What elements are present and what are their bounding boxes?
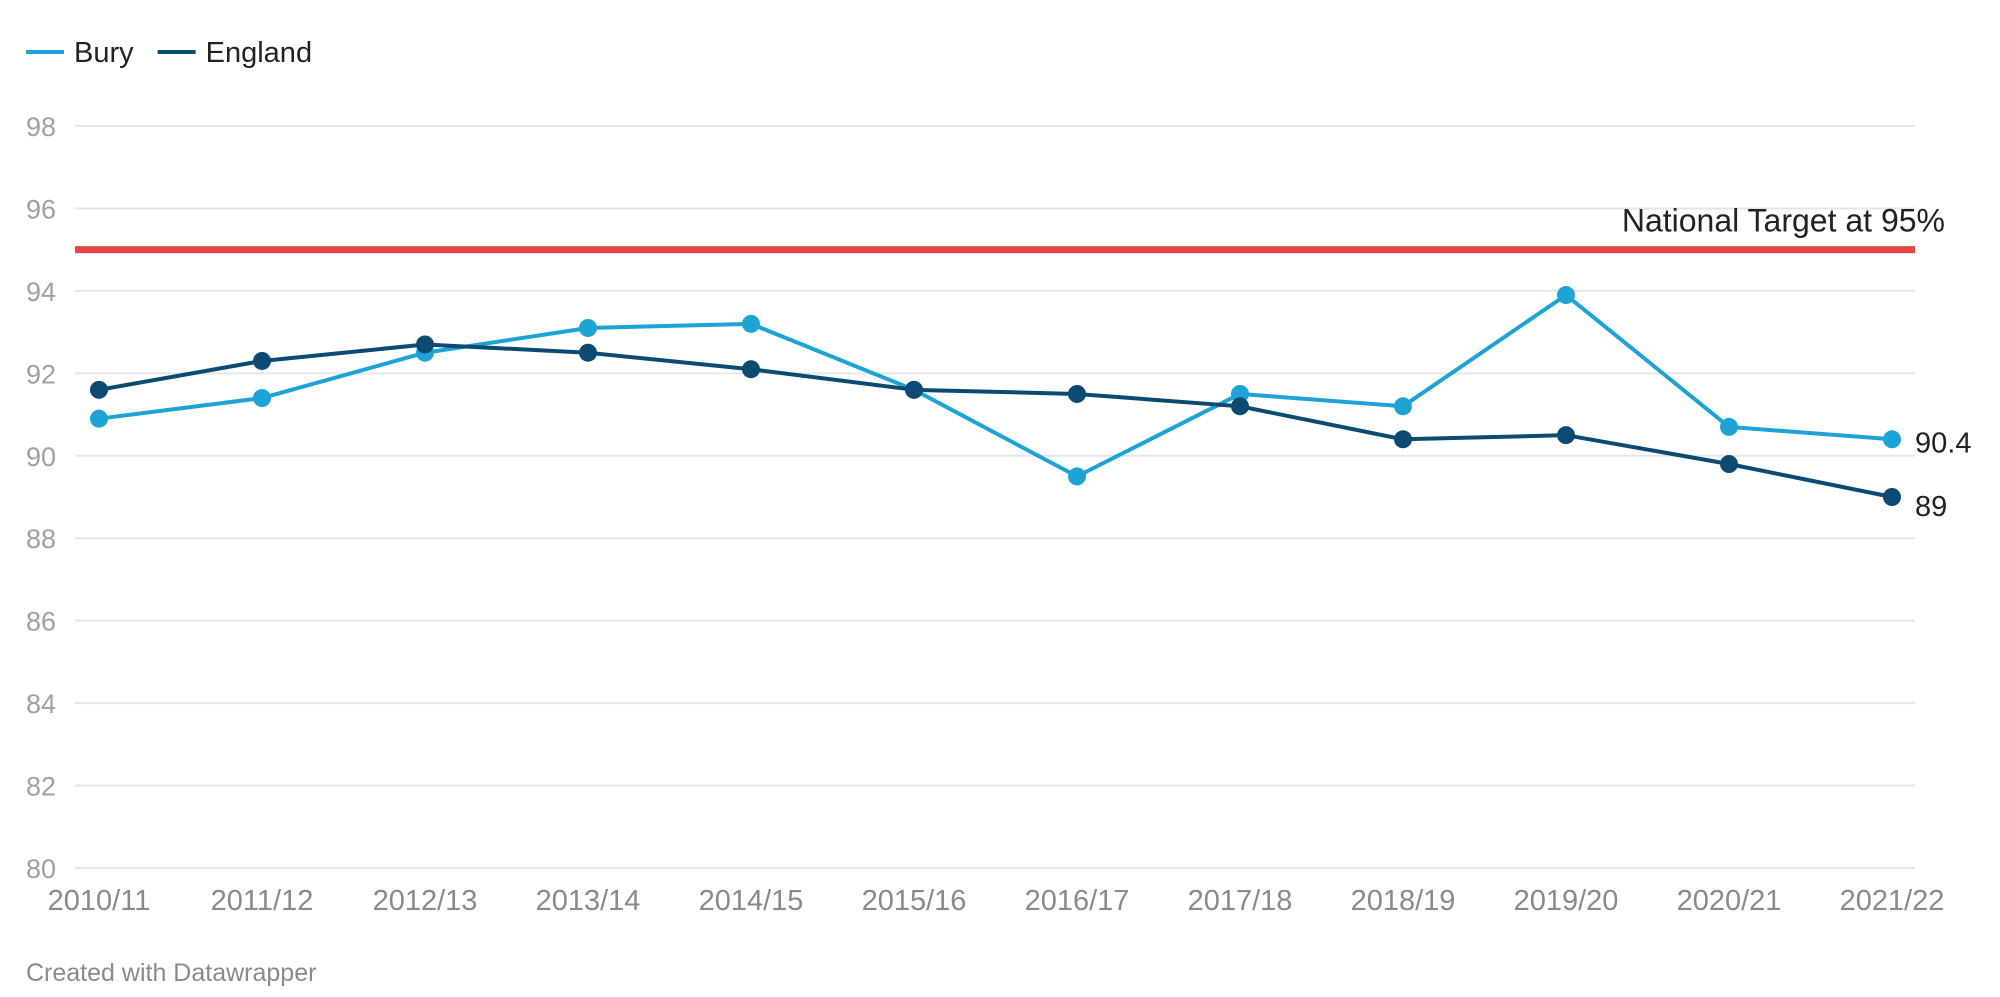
y-tick-label: 90 — [26, 442, 56, 472]
x-tick-label: 2015/16 — [862, 885, 967, 917]
data-point — [1231, 384, 1249, 403]
legend-item-england: England — [157, 37, 312, 69]
end-value-label: 90.4 — [1915, 427, 1971, 459]
legend-item-bury: Bury — [26, 37, 134, 69]
data-point — [90, 380, 108, 399]
data-point — [1720, 455, 1738, 474]
data-point — [253, 351, 271, 370]
data-point — [1068, 384, 1086, 403]
x-axis: 2010/11 2011/12 2012/13 2013/14 2014/15 2015/… — [48, 885, 1945, 917]
x-tick-label: 2017/18 — [1188, 885, 1293, 917]
data-point — [90, 409, 108, 428]
y-tick-label: 86 — [26, 607, 56, 637]
data-point — [1394, 430, 1412, 449]
end-value-label: 89 — [1915, 491, 1947, 523]
y-tick-label: 98 — [26, 112, 56, 142]
data-point — [742, 314, 760, 333]
data-point — [1068, 467, 1086, 486]
x-tick-label: 2010/11 — [48, 885, 151, 917]
data-point — [1883, 488, 1901, 506]
credit-text: Created with Datawrapper — [26, 959, 316, 987]
data-point — [1231, 397, 1249, 416]
legend: Bury England — [26, 37, 312, 69]
data-point — [742, 360, 760, 379]
y-tick-label: 80 — [26, 854, 56, 884]
x-tick-label: 2020/21 — [1677, 885, 1782, 917]
data-point — [579, 343, 597, 362]
series-line — [98, 342, 1893, 499]
data-point — [579, 318, 597, 337]
y-tick-label: 84 — [26, 689, 56, 719]
legend-label: Bury — [74, 37, 134, 69]
x-tick-label: 2011/12 — [211, 885, 314, 917]
reference-line-group: National Target at 95% — [75, 203, 1945, 254]
x-tick-label: 2012/13 — [373, 885, 478, 917]
data-point — [905, 380, 923, 399]
y-tick-label: 82 — [26, 772, 56, 802]
x-tick-label: 2013/14 — [536, 885, 641, 917]
x-tick-label: 2018/19 — [1351, 885, 1456, 917]
y-axis: 80 82 84 86 88 90 92 94 96 98 — [26, 112, 56, 884]
y-tick-label: 96 — [26, 194, 56, 224]
data-point — [416, 335, 434, 354]
y-tick-label: 94 — [26, 277, 56, 307]
data-point — [1883, 430, 1901, 449]
x-tick-label: 2016/17 — [1025, 885, 1130, 917]
target-line-label: National Target at 95% — [1622, 203, 1945, 239]
series-england: 89 — [90, 335, 1947, 523]
legend-label: England — [206, 37, 312, 69]
y-tick-label: 92 — [26, 359, 56, 389]
data-point — [253, 389, 271, 408]
x-tick-label: 2019/20 — [1514, 885, 1619, 917]
x-tick-label: 2021/22 — [1840, 885, 1945, 917]
gridlines — [75, 125, 1915, 869]
data-point — [1557, 286, 1575, 305]
series-line — [98, 293, 1893, 479]
data-point — [1557, 426, 1575, 445]
y-tick-label: 88 — [26, 524, 56, 554]
data-point — [1720, 417, 1738, 436]
series-group: 90.4 89 — [90, 286, 1971, 523]
data-point — [1394, 397, 1412, 416]
x-tick-label: 2014/15 — [699, 885, 804, 917]
